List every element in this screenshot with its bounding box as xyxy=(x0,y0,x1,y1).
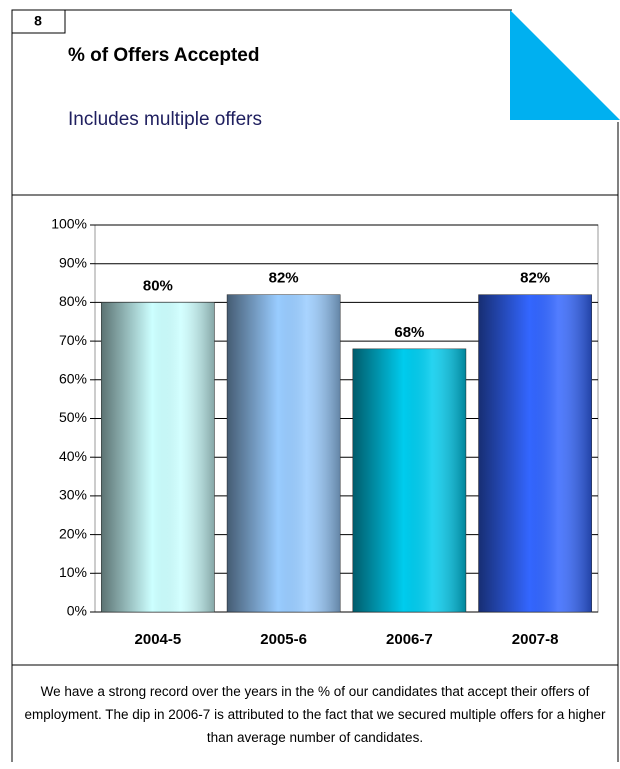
y-tick-label: 40% xyxy=(59,448,87,464)
panel-number-box xyxy=(11,9,66,34)
chart-subtitle: Includes multiple offers xyxy=(68,109,262,130)
bar-shade xyxy=(478,294,592,612)
y-tick-label: 60% xyxy=(59,371,87,387)
y-tick-label: 20% xyxy=(59,525,87,541)
y-tick-label: 10% xyxy=(59,564,87,580)
value-label: 68% xyxy=(394,324,424,341)
value-label: 82% xyxy=(520,270,550,287)
value-label: 82% xyxy=(269,270,299,287)
value-label: 80% xyxy=(143,277,173,294)
x-tick-label: 2005-6 xyxy=(260,631,307,648)
x-tick-label: 2004-5 xyxy=(135,631,182,648)
chart-title: % of Offers Accepted xyxy=(68,45,259,66)
y-tick-label: 70% xyxy=(59,332,87,348)
footnote: We have a strong record over the years i… xyxy=(24,684,606,745)
bar-shade xyxy=(352,348,466,612)
y-tick-label: 90% xyxy=(59,254,87,270)
panel-number: 8 xyxy=(34,13,42,29)
y-tick-label: 30% xyxy=(59,487,87,503)
bar-shade xyxy=(227,294,341,612)
y-tick-label: 80% xyxy=(59,293,87,309)
x-tick-label: 2006-7 xyxy=(386,631,433,648)
corner-triangle xyxy=(510,10,620,120)
bar-shade xyxy=(101,302,215,612)
x-tick-label: 2007-8 xyxy=(512,631,559,648)
y-tick-label: 100% xyxy=(51,216,87,232)
y-tick-label: 0% xyxy=(67,603,87,619)
y-tick-label: 50% xyxy=(59,409,87,425)
